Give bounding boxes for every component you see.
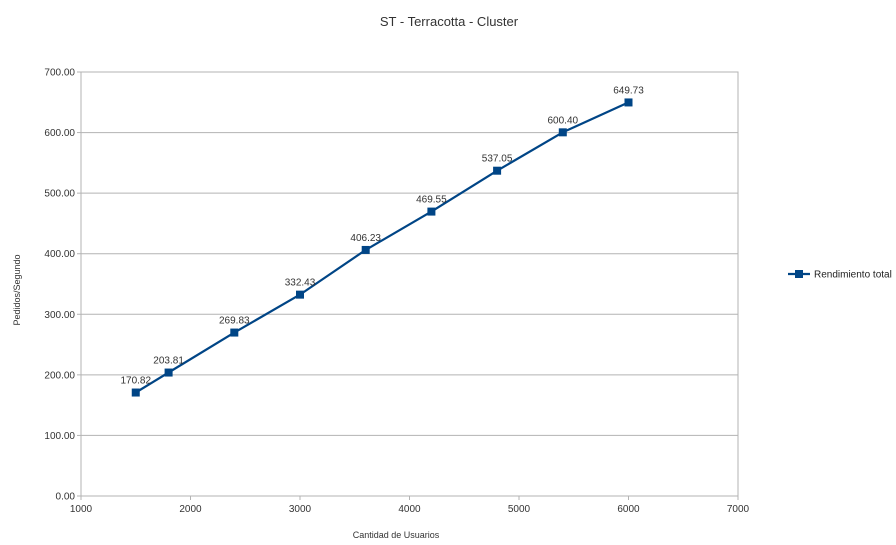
x-tick-label: 6000 [617, 504, 640, 515]
x-tick-label: 7000 [727, 504, 750, 515]
y-tick-label: 600.00 [44, 128, 75, 139]
y-tick-label: 400.00 [44, 249, 75, 260]
data-label: 269.83 [219, 316, 250, 327]
data-point-marker [493, 166, 502, 175]
data-label: 203.81 [153, 356, 184, 367]
legend-marker [795, 270, 803, 278]
data-label: 170.82 [120, 376, 151, 387]
data-point-marker [230, 328, 239, 337]
y-tick-label: 200.00 [44, 370, 75, 381]
data-point-marker [624, 98, 633, 107]
data-label: 600.40 [548, 115, 579, 126]
y-axis-title: Pedidos/Segundo [12, 254, 22, 325]
data-label: 537.05 [482, 154, 513, 165]
y-tick-label: 0.00 [56, 492, 76, 503]
x-tick-label: 5000 [508, 504, 531, 515]
data-point-marker [427, 207, 436, 216]
series-line [135, 101, 629, 394]
x-tick-label: 4000 [398, 504, 421, 515]
legend: Rendimiento total [788, 270, 892, 281]
data-label: 469.55 [416, 195, 447, 206]
data-label: 406.23 [350, 233, 381, 244]
data-point-marker [296, 290, 304, 299]
y-tick-label: 700.00 [44, 68, 75, 79]
chart-title: ST - Terracotta - Cluster [380, 14, 519, 29]
legend-label: Rendimiento total [814, 270, 892, 281]
x-tick-label: 2000 [179, 504, 202, 515]
data-point-marker [558, 128, 567, 137]
data-label: 649.73 [613, 85, 644, 96]
data-point-marker [361, 245, 370, 254]
plot-area: 0.00 100.00 200.00 300.00 400.00 500.00 600.00… [44, 68, 749, 516]
data-label: 332.43 [285, 278, 316, 289]
data-point-marker [164, 368, 173, 377]
x-tick-label: 3000 [289, 504, 312, 515]
y-tick-label: 500.00 [44, 189, 75, 200]
x-tick-label: 1000 [70, 504, 93, 515]
plot-frame [80, 71, 739, 497]
data-point-marker [131, 388, 140, 397]
y-tick-label: 300.00 [44, 310, 75, 321]
y-tick-label: 100.00 [44, 431, 75, 442]
x-axis-title: Cantidad de Usuarios [353, 530, 440, 540]
